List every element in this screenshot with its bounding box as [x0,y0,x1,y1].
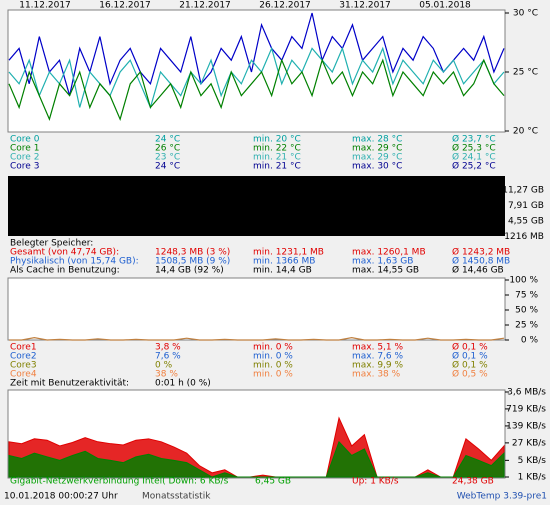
table-cell: min. 14,4 GB [253,266,312,276]
x-tick-label: 11.12.2017 [19,1,71,11]
table-cell: max. 28 °C [352,135,402,145]
table-cell: Ø 25,3 °C [452,143,496,154]
series-area [8,440,505,478]
y-tick-label: 139 KB/s [506,421,546,431]
table-cell: Ø 0,1 % [452,342,488,353]
table-cell: Core 0 [10,135,40,145]
table-cell: min. 22 °C [253,144,301,154]
table-cell: max. 5,1 % [352,343,404,353]
series-line [9,336,505,341]
table-cell: max. 1,63 GB [352,257,413,267]
network-cell: 24,38 GB [452,477,494,487]
memory-heading: Belegter Speicher: [10,239,93,249]
table-cell: min. 0 % [253,361,293,371]
x-tick-label: 31.12.2017 [339,1,391,11]
table-cell: 1248,3 MB (3 %) [155,248,230,258]
table-cell: Als Cache in Benutzung: [10,266,120,276]
y-tick-label: 7,91 GB [508,201,544,211]
table-cell: 23 °C [155,153,180,163]
table-cell: min. 20 °C [253,135,301,145]
activity-value: 0:01 h (0 %) [155,379,211,389]
series-line [8,46,505,110]
table-cell: min. 21 °C [253,153,301,163]
timestamp: 10.01.2018 00:00:27 Uhr [4,492,118,502]
table-cell: 26 °C [155,144,180,154]
x-tick-label: 21.12.2017 [179,1,231,11]
table-cell: Ø 1450,8 MB [452,256,510,267]
table-cell: Core1 [10,343,37,353]
network-cell: 6,45 GB [255,477,291,487]
series-line [8,58,505,121]
table-cell: Physikalisch (von 15,74 GB): [10,257,139,267]
table-cell: Ø 0,1 % [452,360,488,371]
y-tick-label: 75 % [515,291,538,301]
table-cell: 7,6 % [155,352,181,362]
table-cell: max. 38 % [352,370,401,380]
y-tick-label: 0 % [521,336,539,346]
table-cell: 24 °C [155,135,180,145]
table-cell: Core2 [10,352,37,362]
table-cell: min. 0 % [253,343,293,353]
network-cell: Gigabit-Netzwerkverbindung Intel( Down: … [10,477,229,487]
y-tick-label: 11,27 GB [502,186,544,196]
x-tick-label: 16.12.2017 [99,1,151,11]
cpu-plot [7,277,506,341]
table-cell: 3,8 % [155,343,181,353]
table-cell: Ø 25,2 °C [452,161,496,172]
table-cell: Core 3 [10,162,39,172]
table-cell: max. 29 °C [352,153,402,163]
version: WebTemp 3.39-pre1 [457,492,547,502]
y-tick-label: 27 KB/s [512,438,546,448]
y-tick-label: 4,55 GB [508,217,544,227]
temperature-plot [7,9,506,133]
table-cell: Ø 0,1 % [452,351,488,362]
x-tick-label: 26.12.2017 [259,1,311,11]
y-tick-label: 3,6 MB/s [507,388,546,398]
table-cell: min. 1366 MB [253,257,315,267]
table-cell: min. 0 % [253,370,293,380]
table-cell: max. 1260,1 MB [352,248,426,258]
y-tick-label: 25 °C [513,68,538,78]
y-tick-label: 25 % [515,321,538,331]
statistics-link[interactable]: Monatsstatistik [142,492,211,502]
table-cell: Core4 [10,370,37,380]
network-cell: Up: 1 KB/s [352,477,399,487]
table-cell: 24 °C [155,162,180,172]
y-tick-label: 50 % [515,306,538,316]
memory-plot [8,176,505,236]
table-cell: 0 % [155,361,173,371]
table-cell: Core 1 [10,144,39,154]
table-cell: max. 9,9 % [352,361,404,371]
table-cell: Ø 23,7 °C [452,134,496,145]
table-cell: Ø 0,5 % [452,369,488,380]
table-cell: max. 7,6 % [352,352,404,362]
table-cell: min. 0 % [253,352,293,362]
table-cell: Gesamt (von 47,74 GB): [10,248,119,258]
y-tick-label: 1216 MB [504,232,544,242]
table-cell: Core3 [10,361,37,371]
table-cell: Ø 24,1 °C [452,152,496,163]
table-cell: 1508,5 MB (9 %) [155,257,230,267]
y-tick-label: 30 °C [513,9,538,19]
table-cell: 38 % [155,370,178,380]
table-cell: max. 29 °C [352,144,402,154]
table-cell: 14,4 GB (92 %) [155,266,224,276]
series-line [8,12,505,96]
x-tick-label: 05.01.2018 [419,1,471,11]
y-tick-label: 1 KB/s [518,473,547,483]
table-cell: Ø 1243,2 MB [452,247,510,258]
table-cell: Ø 14,46 GB [452,265,504,276]
table-cell: max. 14,55 GB [352,266,419,276]
y-tick-label: 20 °C [513,127,538,137]
table-cell: min. 1231,1 MB [253,248,324,258]
activity-label: Zeit mit Benutzeraktivität: [10,379,129,389]
table-cell: Core 2 [10,153,39,163]
y-tick-label: 100 % [509,276,538,286]
table-cell: min. 21 °C [253,162,301,172]
y-tick-label: 5 KB/s [518,456,547,466]
table-cell: max. 30 °C [352,162,402,172]
y-tick-label: 719 KB/s [506,404,546,414]
